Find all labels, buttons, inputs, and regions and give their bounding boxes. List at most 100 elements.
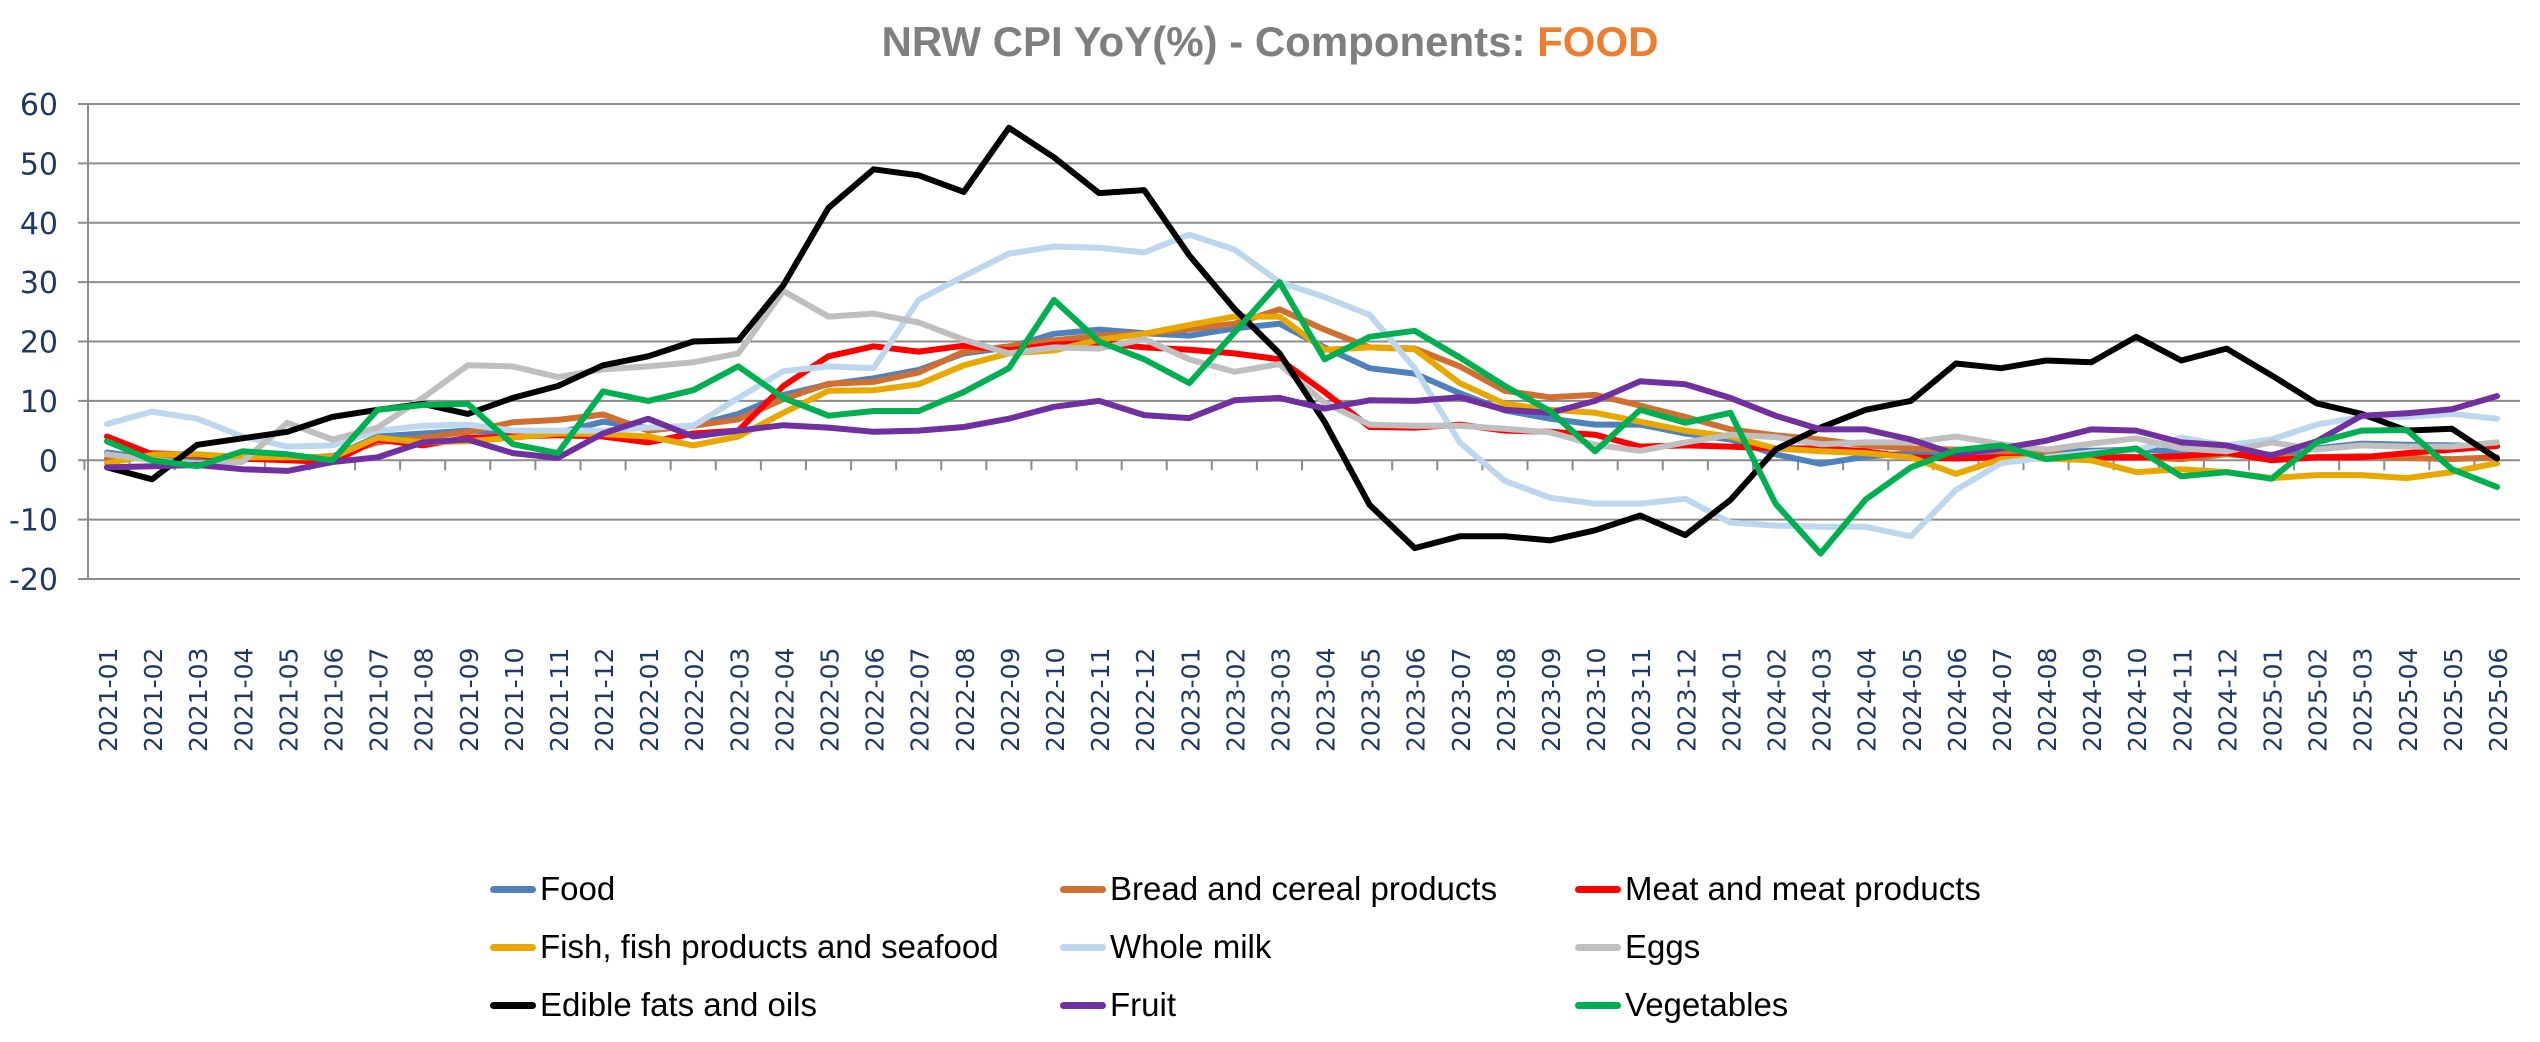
x-tick-label: 2022-03 xyxy=(725,648,754,752)
legend-label: Food xyxy=(540,870,616,907)
x-tick-label: 2022-12 xyxy=(1131,648,1160,752)
legend-item: Fruit xyxy=(1060,986,1176,1024)
legend-item: Food xyxy=(490,870,615,908)
x-tick-label: 2023-04 xyxy=(1312,648,1341,752)
legend-swatch xyxy=(490,1001,536,1009)
legend-swatch xyxy=(1060,1001,1106,1009)
x-tick-label: 2023-05 xyxy=(1357,648,1386,752)
x-tick-label: 2024-03 xyxy=(1808,648,1837,752)
legend-swatch xyxy=(1060,943,1106,951)
x-tick-label: 2021-09 xyxy=(455,648,484,752)
x-tick-label: 2024-01 xyxy=(1717,648,1746,752)
y-tick-label: 40 xyxy=(20,207,58,242)
x-tick-label: 2022-02 xyxy=(680,648,709,752)
x-tick-label: 2025-04 xyxy=(2394,648,2423,752)
legend-label: Fruit xyxy=(1110,986,1176,1023)
x-tick-label: 2024-10 xyxy=(2123,648,2152,752)
legend-swatch xyxy=(1575,943,1621,951)
x-tick-label: 2024-08 xyxy=(2033,648,2062,752)
x-tick-label: 2021-11 xyxy=(545,648,574,752)
legend-label: Whole milk xyxy=(1110,928,1272,965)
x-tick-label: 2021-01 xyxy=(94,648,123,752)
x-tick-label: 2023-12 xyxy=(1672,648,1701,752)
legend-swatch xyxy=(490,885,536,893)
x-tick-label: 2024-07 xyxy=(1988,648,2017,752)
y-tick-label: 30 xyxy=(20,266,58,301)
x-axis-ticks: 2021-01 2021-02 2021-03 2021-04 2021-05 2021-… xyxy=(83,460,2513,752)
y-tick-label: 60 xyxy=(20,88,58,123)
y-tick-label: -10 xyxy=(9,504,58,539)
x-tick-label: 2021-02 xyxy=(139,648,168,752)
x-tick-label: 2021-06 xyxy=(319,648,348,752)
x-tick-label: 2021-07 xyxy=(365,648,394,752)
legend-label: Meat and meat products xyxy=(1625,870,1981,907)
series-line-vegetables xyxy=(104,279,2500,557)
x-tick-label: 2024-06 xyxy=(1943,648,1972,752)
legend-label: Edible fats and oils xyxy=(540,986,818,1023)
series-line-edible-fats-and-oils xyxy=(104,124,2500,552)
legend-item: Vegetables xyxy=(1575,986,1788,1024)
x-tick-label: 2021-04 xyxy=(229,648,258,752)
legend-item: Whole milk xyxy=(1060,928,1271,966)
series-lines xyxy=(104,124,2500,557)
y-tick-label: 20 xyxy=(20,326,58,361)
x-tick-label: 2023-07 xyxy=(1447,648,1476,752)
series-line-fruit xyxy=(104,378,2500,474)
legend-swatch xyxy=(1575,885,1621,893)
x-tick-label: 2022-04 xyxy=(770,648,799,752)
legend-swatch xyxy=(1575,1001,1621,1009)
y-tick-label: 0 xyxy=(39,444,58,479)
legend-swatch xyxy=(490,943,536,951)
legend-label: Vegetables xyxy=(1625,986,1789,1023)
x-tick-label: 2024-05 xyxy=(1898,648,1927,752)
x-tick-label: 2021-10 xyxy=(500,648,529,752)
legend-item: Edible fats and oils xyxy=(490,986,817,1024)
x-tick-label: 2023-08 xyxy=(1492,648,1521,752)
x-tick-label: 2024-04 xyxy=(1853,648,1882,752)
y-tick-label: -20 xyxy=(9,563,58,598)
x-tick-label: 2022-05 xyxy=(816,648,845,752)
x-tick-label: 2024-11 xyxy=(2168,648,2197,752)
gridlines xyxy=(78,103,2520,580)
x-tick-label: 2022-11 xyxy=(1086,648,1115,752)
x-tick-label: 2023-03 xyxy=(1266,648,1295,752)
y-tick-label: 10 xyxy=(20,385,58,420)
legend-item: Meat and meat products xyxy=(1575,870,1981,908)
legend-item: Bread and cereal products xyxy=(1060,870,1497,908)
chart-title: NRW CPI YoY(%) - Components: FOOD xyxy=(0,18,2540,66)
x-tick-label: 2025-03 xyxy=(2349,648,2378,752)
x-tick-label: 2021-12 xyxy=(590,648,619,752)
x-tick-label: 2022-09 xyxy=(996,648,1025,752)
x-tick-label: 2024-12 xyxy=(2213,648,2242,752)
x-tick-label: 2025-01 xyxy=(2259,648,2288,752)
x-tick-label: 2023-02 xyxy=(1221,648,1250,752)
legend-swatch xyxy=(1060,885,1106,893)
x-tick-label: 2022-07 xyxy=(906,648,935,752)
x-tick-label: 2025-05 xyxy=(2439,648,2468,752)
x-tick-label: 2023-10 xyxy=(1582,648,1611,752)
x-tick-label: 2022-08 xyxy=(951,648,980,752)
x-tick-label: 2021-08 xyxy=(410,648,439,752)
legend-label: Eggs xyxy=(1625,928,1701,965)
x-tick-label: 2021-05 xyxy=(274,648,303,752)
x-tick-label: 2021-03 xyxy=(184,648,213,752)
x-tick-label: 2025-02 xyxy=(2304,648,2333,752)
x-tick-label: 2024-02 xyxy=(1762,648,1791,752)
x-tick-label: 2023-09 xyxy=(1537,648,1566,752)
x-tick-label: 2024-09 xyxy=(2078,648,2107,752)
legend-label: Bread and cereal products xyxy=(1110,870,1498,907)
x-tick-label: 2023-01 xyxy=(1176,648,1205,752)
legend-item: Eggs xyxy=(1575,928,1700,966)
x-tick-label: 2023-06 xyxy=(1402,648,1431,752)
x-tick-label: 2023-11 xyxy=(1627,648,1656,752)
y-tick-label: 50 xyxy=(20,147,58,182)
x-tick-label: 2022-10 xyxy=(1041,648,1070,752)
x-tick-label: 2022-06 xyxy=(861,648,890,752)
legend-item: Fish, fish products and seafood xyxy=(490,928,999,966)
x-tick-label: 2022-01 xyxy=(635,648,664,752)
chart-title-main: NRW CPI YoY(%) - Components: xyxy=(881,18,1538,65)
y-axis-ticks: -20 -10 0 10 20 30 40 50 60 xyxy=(9,88,58,598)
chart-title-accent: FOOD xyxy=(1537,18,1659,65)
legend-label: Fish, fish products and seafood xyxy=(540,928,999,965)
